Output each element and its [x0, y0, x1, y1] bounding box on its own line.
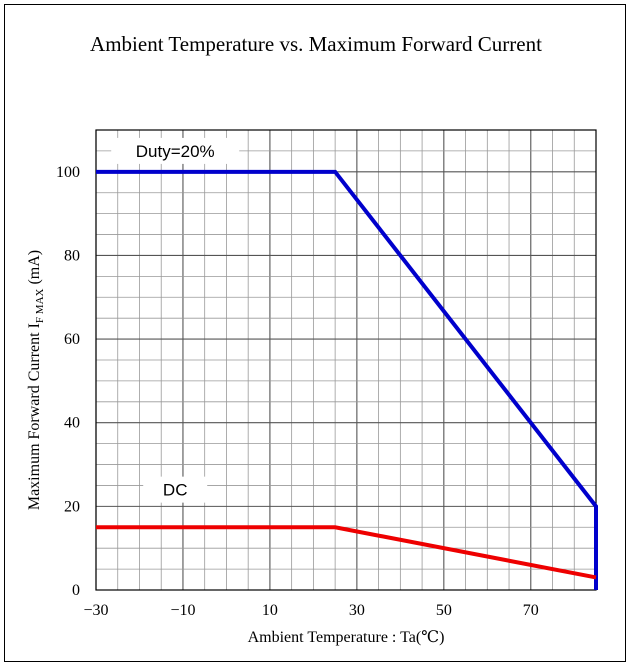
x-tick-label: 70 [523, 602, 539, 619]
series-lines [96, 169, 598, 590]
x-tick-labels: −30 −10 10 30 50 70 [83, 602, 538, 619]
x-axis-title: Ambient Temperature : Ta(℃) [248, 629, 445, 646]
y-axis-title-main: Maximum Forward Current I [26, 323, 43, 510]
x-tick-label: 50 [436, 602, 452, 619]
y-tick-label: 100 [56, 164, 80, 181]
y-tick-label: 80 [64, 247, 80, 264]
x-tick-label: −10 [170, 602, 195, 619]
x-tick-label: 10 [262, 602, 278, 619]
chart-frame [4, 4, 626, 662]
plot-area-border [95, 129, 597, 591]
y-tick-label: 60 [64, 331, 80, 348]
y-axis-title-subscript: F MAX [34, 288, 46, 323]
y-axis-title-unit: (mA) [26, 250, 43, 289]
x-tick-label: −30 [83, 602, 108, 619]
chart-title: Ambient Temperature vs. Maximum Forward … [90, 32, 542, 56]
series-line-duty [96, 169, 598, 590]
series-label-duty: Duty=20% [136, 142, 215, 161]
series-labels: Duty=20% DC [111, 137, 240, 503]
y-axis-title: Maximum Forward Current IF MAX (mA) [26, 250, 46, 510]
grid [95, 129, 597, 591]
y-tick-label: 20 [64, 498, 80, 515]
series-line-dc [96, 525, 597, 580]
x-tick-label: 30 [349, 602, 365, 619]
series-label-box [111, 137, 240, 164]
series-label-dc: DC [163, 481, 188, 500]
y-tick-label: 40 [64, 415, 80, 432]
y-tick-labels: 0 20 40 60 80 100 [56, 164, 80, 599]
y-tick-label: 0 [72, 582, 80, 599]
series-label-box [143, 476, 208, 503]
